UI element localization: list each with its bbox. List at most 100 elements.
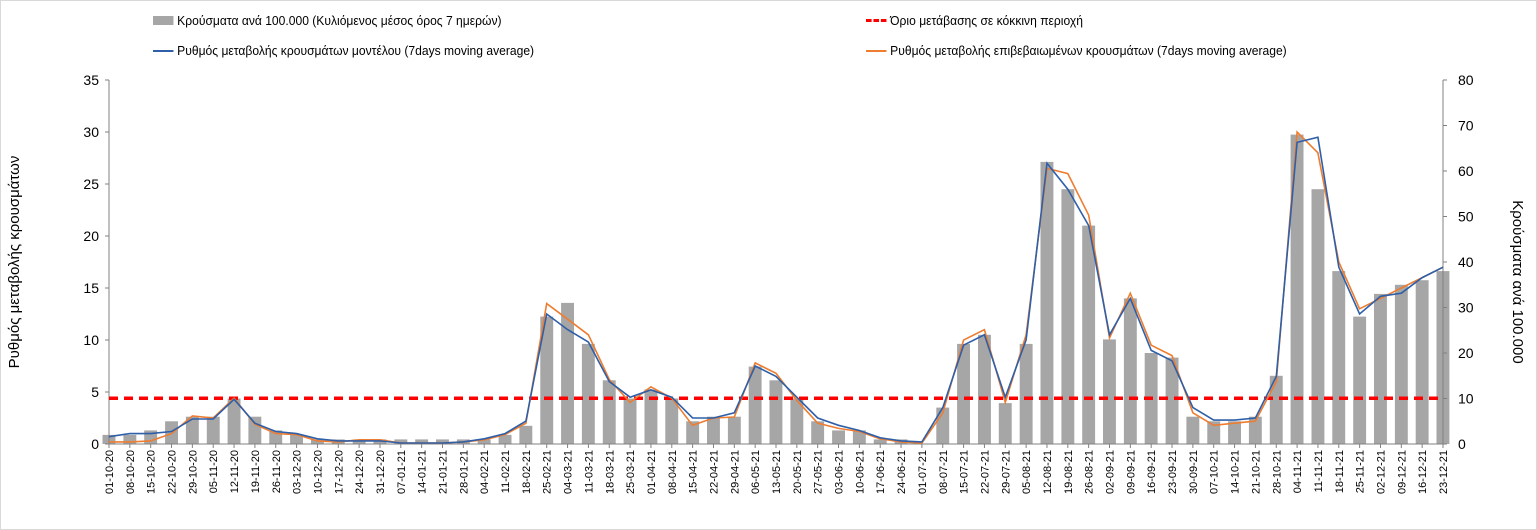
x-tick-label-15: 14-01-21 — [417, 450, 429, 494]
legend-model: Ρυθμός μεταβολής κρουσμάτων μοντέλου (7d… — [153, 43, 534, 58]
x-tick-label-52: 30-09-21 — [1188, 450, 1200, 494]
y2-tick-label-1: 10 — [1458, 391, 1474, 407]
x-tick-label-61: 02-12-21 — [1375, 450, 1387, 494]
bar-7 — [248, 416, 262, 444]
y-tick-label-3: 15 — [83, 280, 99, 296]
x-tick-label-63: 16-12-21 — [1417, 450, 1429, 494]
y2-tick-label-5: 50 — [1458, 209, 1474, 225]
x-tick-label-19: 11-02-21 — [500, 450, 512, 493]
bar-51 — [1165, 357, 1179, 444]
x-tick-label-40: 08-07-21 — [938, 450, 950, 494]
legend-threshold-swatch — [866, 19, 887, 22]
bar-34 — [811, 421, 825, 445]
legend-model-swatch — [153, 49, 174, 52]
bar-1 — [123, 434, 137, 444]
x-tick-label-31: 06-05-21 — [750, 450, 762, 494]
bar-35 — [832, 430, 845, 444]
x-tick-label-62: 09-12-21 — [1396, 450, 1408, 494]
x-tick-label-6: 12-11-20 — [229, 450, 241, 493]
x-tick-label-27: 08-04-21 — [667, 450, 679, 494]
y2-tick-label-0: 0 — [1458, 436, 1466, 452]
y-tick-label-1: 5 — [91, 384, 99, 400]
x-tick-label-38: 24-06-21 — [896, 450, 908, 494]
bar-60 — [1353, 316, 1367, 444]
bar-16 — [436, 439, 449, 444]
bar-22 — [561, 302, 574, 444]
x-tick-label-60: 25-11-21 — [1355, 450, 1367, 493]
bar-47 — [1082, 225, 1096, 444]
bar-58 — [1311, 189, 1325, 444]
bar-4 — [185, 416, 199, 444]
bar-46 — [1061, 189, 1075, 444]
y-axis-title: Ρυθμός μεταβολής κρουσμάτων — [6, 156, 23, 369]
x-tick-label-7: 19-11-20 — [250, 450, 262, 493]
x-tick-label-50: 16-09-21 — [1146, 450, 1158, 494]
bar-45 — [1040, 161, 1054, 444]
bar-19 — [498, 434, 512, 444]
bar-15 — [415, 439, 429, 444]
bar-26 — [644, 389, 658, 444]
bar-57 — [1290, 134, 1304, 444]
bar-62 — [1394, 284, 1408, 445]
bar-30 — [727, 416, 741, 444]
x-tick-label-16: 21-01-21 — [438, 450, 450, 494]
x-tick-label-25: 25-03-21 — [625, 450, 637, 494]
x-tick-label-32: 13-05-21 — [771, 450, 783, 494]
y-tick-label-5: 25 — [83, 176, 99, 192]
y2-tick-label-8: 80 — [1458, 72, 1474, 88]
x-tick-label-0: 01-10-20 — [104, 450, 116, 494]
bar-55 — [1248, 416, 1262, 444]
legend-threshold: Όριο μετάβασης σε κόκκινη περιοχή — [866, 13, 1083, 28]
bar-61 — [1374, 293, 1387, 444]
x-tick-label-46: 19-08-21 — [1063, 450, 1075, 494]
x-tick-label-53: 07-10-21 — [1209, 450, 1221, 494]
bar-56 — [1269, 375, 1283, 445]
x-tick-label-17: 28-01-21 — [458, 450, 470, 494]
x-tick-label-18: 04-02-21 — [479, 450, 491, 494]
x-tick-label-43: 29-07-21 — [1000, 450, 1012, 494]
bar-20 — [519, 425, 533, 444]
y-tick-label-7: 35 — [83, 72, 99, 88]
y2-tick-label-6: 60 — [1458, 163, 1474, 179]
legend-confirmed-swatch — [866, 49, 887, 52]
x-tick-label-45: 12-08-21 — [1042, 450, 1054, 494]
x-tick-label-41: 15-07-21 — [959, 450, 971, 494]
bar-49 — [1123, 298, 1137, 444]
y2-tick-label-7: 70 — [1458, 118, 1474, 134]
x-tick-label-1: 08-10-20 — [125, 450, 137, 494]
x-tick-label-51: 23-09-21 — [1167, 450, 1179, 494]
bar-41 — [957, 343, 970, 444]
bar-53 — [1207, 421, 1221, 445]
x-tick-label-37: 17-06-21 — [875, 450, 887, 494]
x-tick-label-54: 14-10-21 — [1230, 450, 1242, 494]
x-tick-label-21: 25-02-21 — [542, 450, 554, 494]
bar-9 — [290, 434, 303, 444]
bar-27 — [665, 398, 679, 444]
bar-24 — [602, 380, 616, 444]
x-tick-label-47: 26-08-21 — [1084, 450, 1096, 494]
x-tick-label-10: 10-12-20 — [312, 450, 324, 494]
x-tick-label-24: 18-03-21 — [604, 450, 616, 494]
legend-confirmed: Ρυθμός μεταβολής επιβεβαιωμένων κρουσμάτ… — [866, 43, 1287, 58]
y2-tick-label-3: 30 — [1458, 300, 1474, 316]
bar-5 — [206, 416, 220, 444]
x-tick-label-56: 28-10-21 — [1271, 450, 1283, 494]
bar-31 — [748, 366, 762, 444]
bar-32 — [769, 380, 783, 444]
x-tick-label-3: 22-10-20 — [167, 450, 179, 494]
x-tick-label-11: 17-12-20 — [333, 450, 345, 494]
bar-42 — [978, 334, 991, 444]
x-tick-label-28: 15-04-21 — [688, 450, 700, 494]
x-tick-label-36: 10-06-21 — [854, 450, 866, 494]
legend-confirmed-label: Ρυθμός μεταβολής επιβεβαιωμένων κρουσμάτ… — [890, 43, 1287, 58]
bar-33 — [790, 398, 804, 444]
x-tick-label-58: 11-11-21 — [1313, 450, 1325, 492]
bar-13 — [373, 439, 387, 444]
x-tick-label-9: 03-12-20 — [292, 450, 304, 494]
model-rate-line — [108, 136, 1444, 444]
x-tick-label-55: 21-10-21 — [1250, 450, 1262, 494]
x-tick-label-26: 01-04-21 — [646, 450, 658, 494]
x-tick-label-42: 22-07-21 — [979, 450, 991, 494]
